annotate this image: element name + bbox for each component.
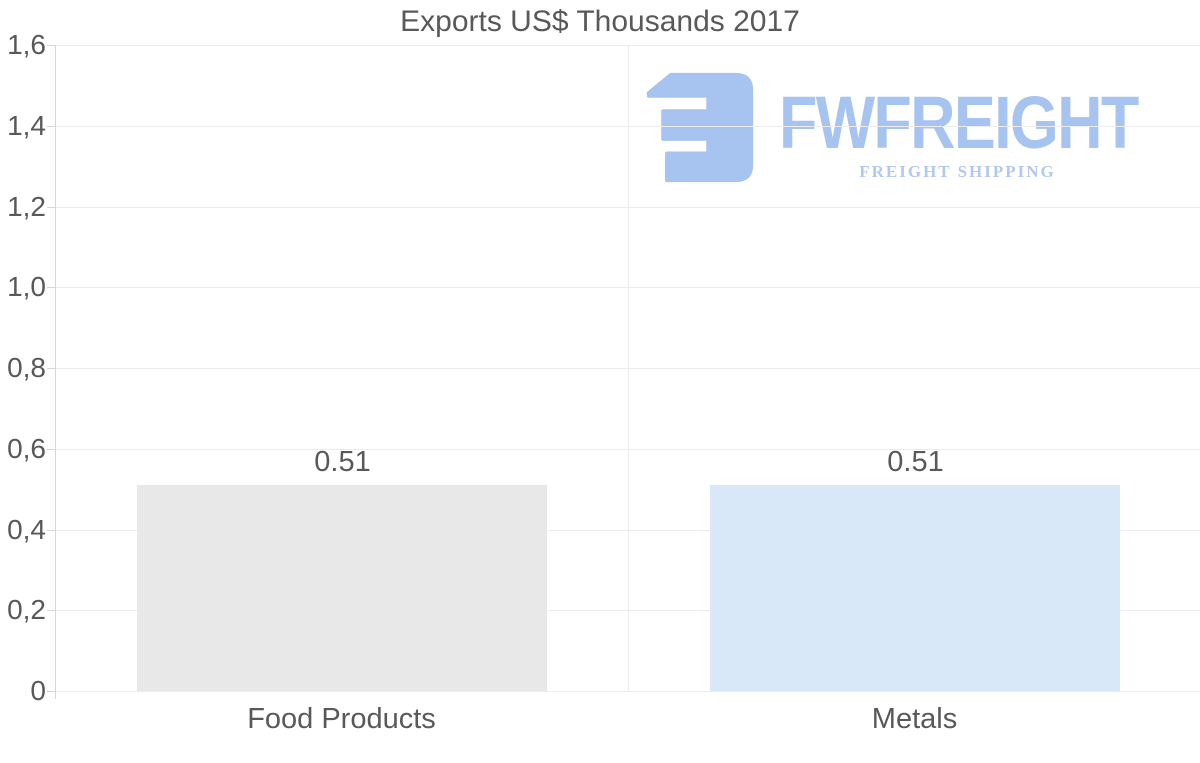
fwfreight-mark-icon xyxy=(646,72,754,183)
y-axis-tick-label: 0,6 xyxy=(7,433,46,464)
y-axis-line-tail xyxy=(55,691,56,699)
y-axis-tick-label: 1,2 xyxy=(7,191,46,222)
chart-title: Exports US$ Thousands 2017 xyxy=(400,5,800,38)
plot-area: 0.51 0.51 xyxy=(47,45,1200,699)
bar-value-label-metals: 0.51 xyxy=(887,446,944,478)
bar-metals xyxy=(710,485,1120,691)
y-axis-tick xyxy=(47,449,56,450)
y-axis-tick xyxy=(47,45,56,46)
y-axis-tick-label: 1,4 xyxy=(7,110,46,141)
y-axis-labels: 0 0,2 0,4 0,6 0,8 1,0 1,2 1,4 1,6 xyxy=(0,30,46,706)
y-axis-tick xyxy=(47,368,56,369)
y-axis-tick xyxy=(47,287,56,288)
y-axis-tick xyxy=(47,530,56,531)
bar-food-products xyxy=(137,485,547,691)
y-axis-tick-label: 0,4 xyxy=(7,514,46,545)
brand-logo-text: FWFREIGHT FREIGHT SHIPPING xyxy=(779,81,1139,182)
y-axis-tick xyxy=(47,207,56,208)
x-axis-category-label-metals: Metals xyxy=(871,703,958,735)
x-axis-category-label-food-products: Food Products xyxy=(247,703,436,735)
brand-tagline: FREIGHT SHIPPING xyxy=(859,162,1056,181)
y-axis-tick-label: 1,6 xyxy=(7,29,46,60)
y-axis-tick-label: 0 xyxy=(30,675,46,706)
bar-value-label-food-products: 0.51 xyxy=(314,446,371,478)
brand-wordmark: FWFREIGHT xyxy=(779,81,1139,164)
y-axis-tick xyxy=(47,126,56,127)
x-axis-labels: Food Products Metals xyxy=(55,703,1200,743)
y-axis-tick xyxy=(47,610,56,611)
y-axis-tick xyxy=(47,691,56,692)
y-axis-tick-label: 0,2 xyxy=(7,594,46,625)
y-axis-tick-label: 0,8 xyxy=(7,352,46,383)
gridline-0 xyxy=(56,691,1200,692)
y-axis-tick-label: 1,0 xyxy=(7,271,46,302)
category-divider-gridline xyxy=(628,45,629,691)
brand-logo: FWFREIGHT FREIGHT SHIPPING xyxy=(645,70,1139,185)
